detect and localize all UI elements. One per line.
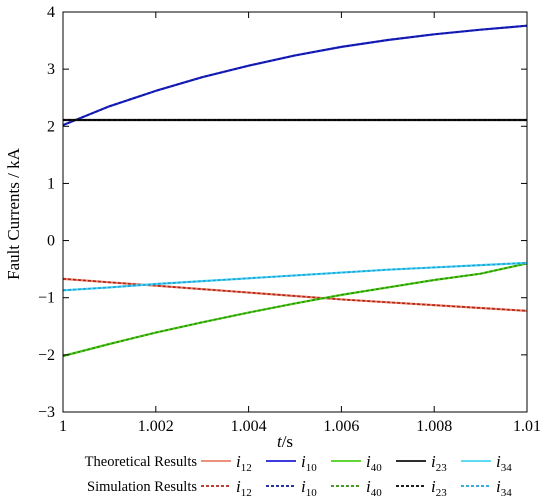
legend-entry-label: i10 (301, 452, 317, 474)
legend-theoretical-label: Theoretical Results (85, 454, 198, 470)
y-tick-label: −3 (38, 404, 55, 421)
x-tick-label: 1.002 (138, 418, 174, 435)
legend-entry-label: i12 (236, 452, 252, 474)
plot-frame (62, 11, 528, 413)
legend-entry-label: i23 (431, 477, 447, 499)
x-axis-label-unit: /s (282, 432, 293, 451)
series-layer (62, 24, 528, 358)
x-tick-label: 1.004 (231, 418, 267, 435)
series-line-simulation-i34 (62, 262, 528, 292)
series-line-simulation-i40 (62, 262, 528, 357)
series-line-simulation-i10 (62, 24, 528, 126)
x-tick-label: 1 (59, 418, 67, 435)
y-tick-label: 4 (47, 4, 55, 21)
ticks-layer: 1 1.002 1.004 1.006 1.008 1.01 4 3 2 1 0 −1 −2 −3 (38, 4, 541, 435)
x-tick-label: 1.01 (513, 418, 541, 435)
x-axis-label-var: t (277, 432, 283, 451)
legend-entry-label: i23 (431, 452, 447, 474)
y-tick-label: −1 (38, 290, 55, 307)
y-tick-label: 2 (47, 118, 55, 135)
legend-entry-label: i12 (236, 477, 252, 499)
legend-items: i12 i12 i10 i10 i40 i40 i23 i23 i34 i34 (201, 452, 512, 499)
y-axis-label: Fault Currents / kA (4, 147, 23, 279)
y-tick-label: 1 (47, 175, 55, 192)
series-line-theoretical-i10 (62, 24, 528, 127)
y-tick-label: 0 (47, 233, 55, 250)
y-tick-label: 3 (47, 61, 55, 78)
x-tick-label: 1.008 (416, 418, 452, 435)
legend-entry-label: i40 (366, 477, 382, 499)
legend-entry-label: i34 (496, 477, 512, 499)
x-tick-label: 1.006 (323, 418, 359, 435)
legend: Theoretical Results Simulation Results i… (85, 452, 513, 499)
x-axis-label: t/s (277, 432, 293, 451)
legend-entry-label: i34 (496, 452, 512, 474)
legend-entry-label: i10 (301, 477, 317, 499)
legend-entry-label: i40 (366, 452, 382, 474)
y-tick-label: −2 (38, 347, 55, 364)
legend-simulation-label: Simulation Results (87, 479, 197, 495)
